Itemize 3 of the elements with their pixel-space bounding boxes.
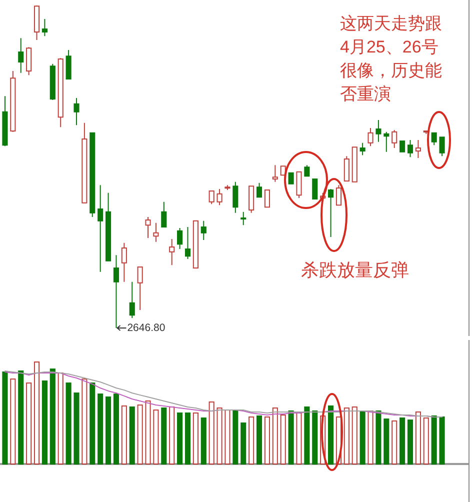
annotation: 这两天走势跟4月25、26号很像，历史能否重演 (340, 14, 442, 104)
annotation: 2646.80 (127, 322, 166, 334)
annotation: 杀跌放量反弹 (301, 260, 409, 280)
